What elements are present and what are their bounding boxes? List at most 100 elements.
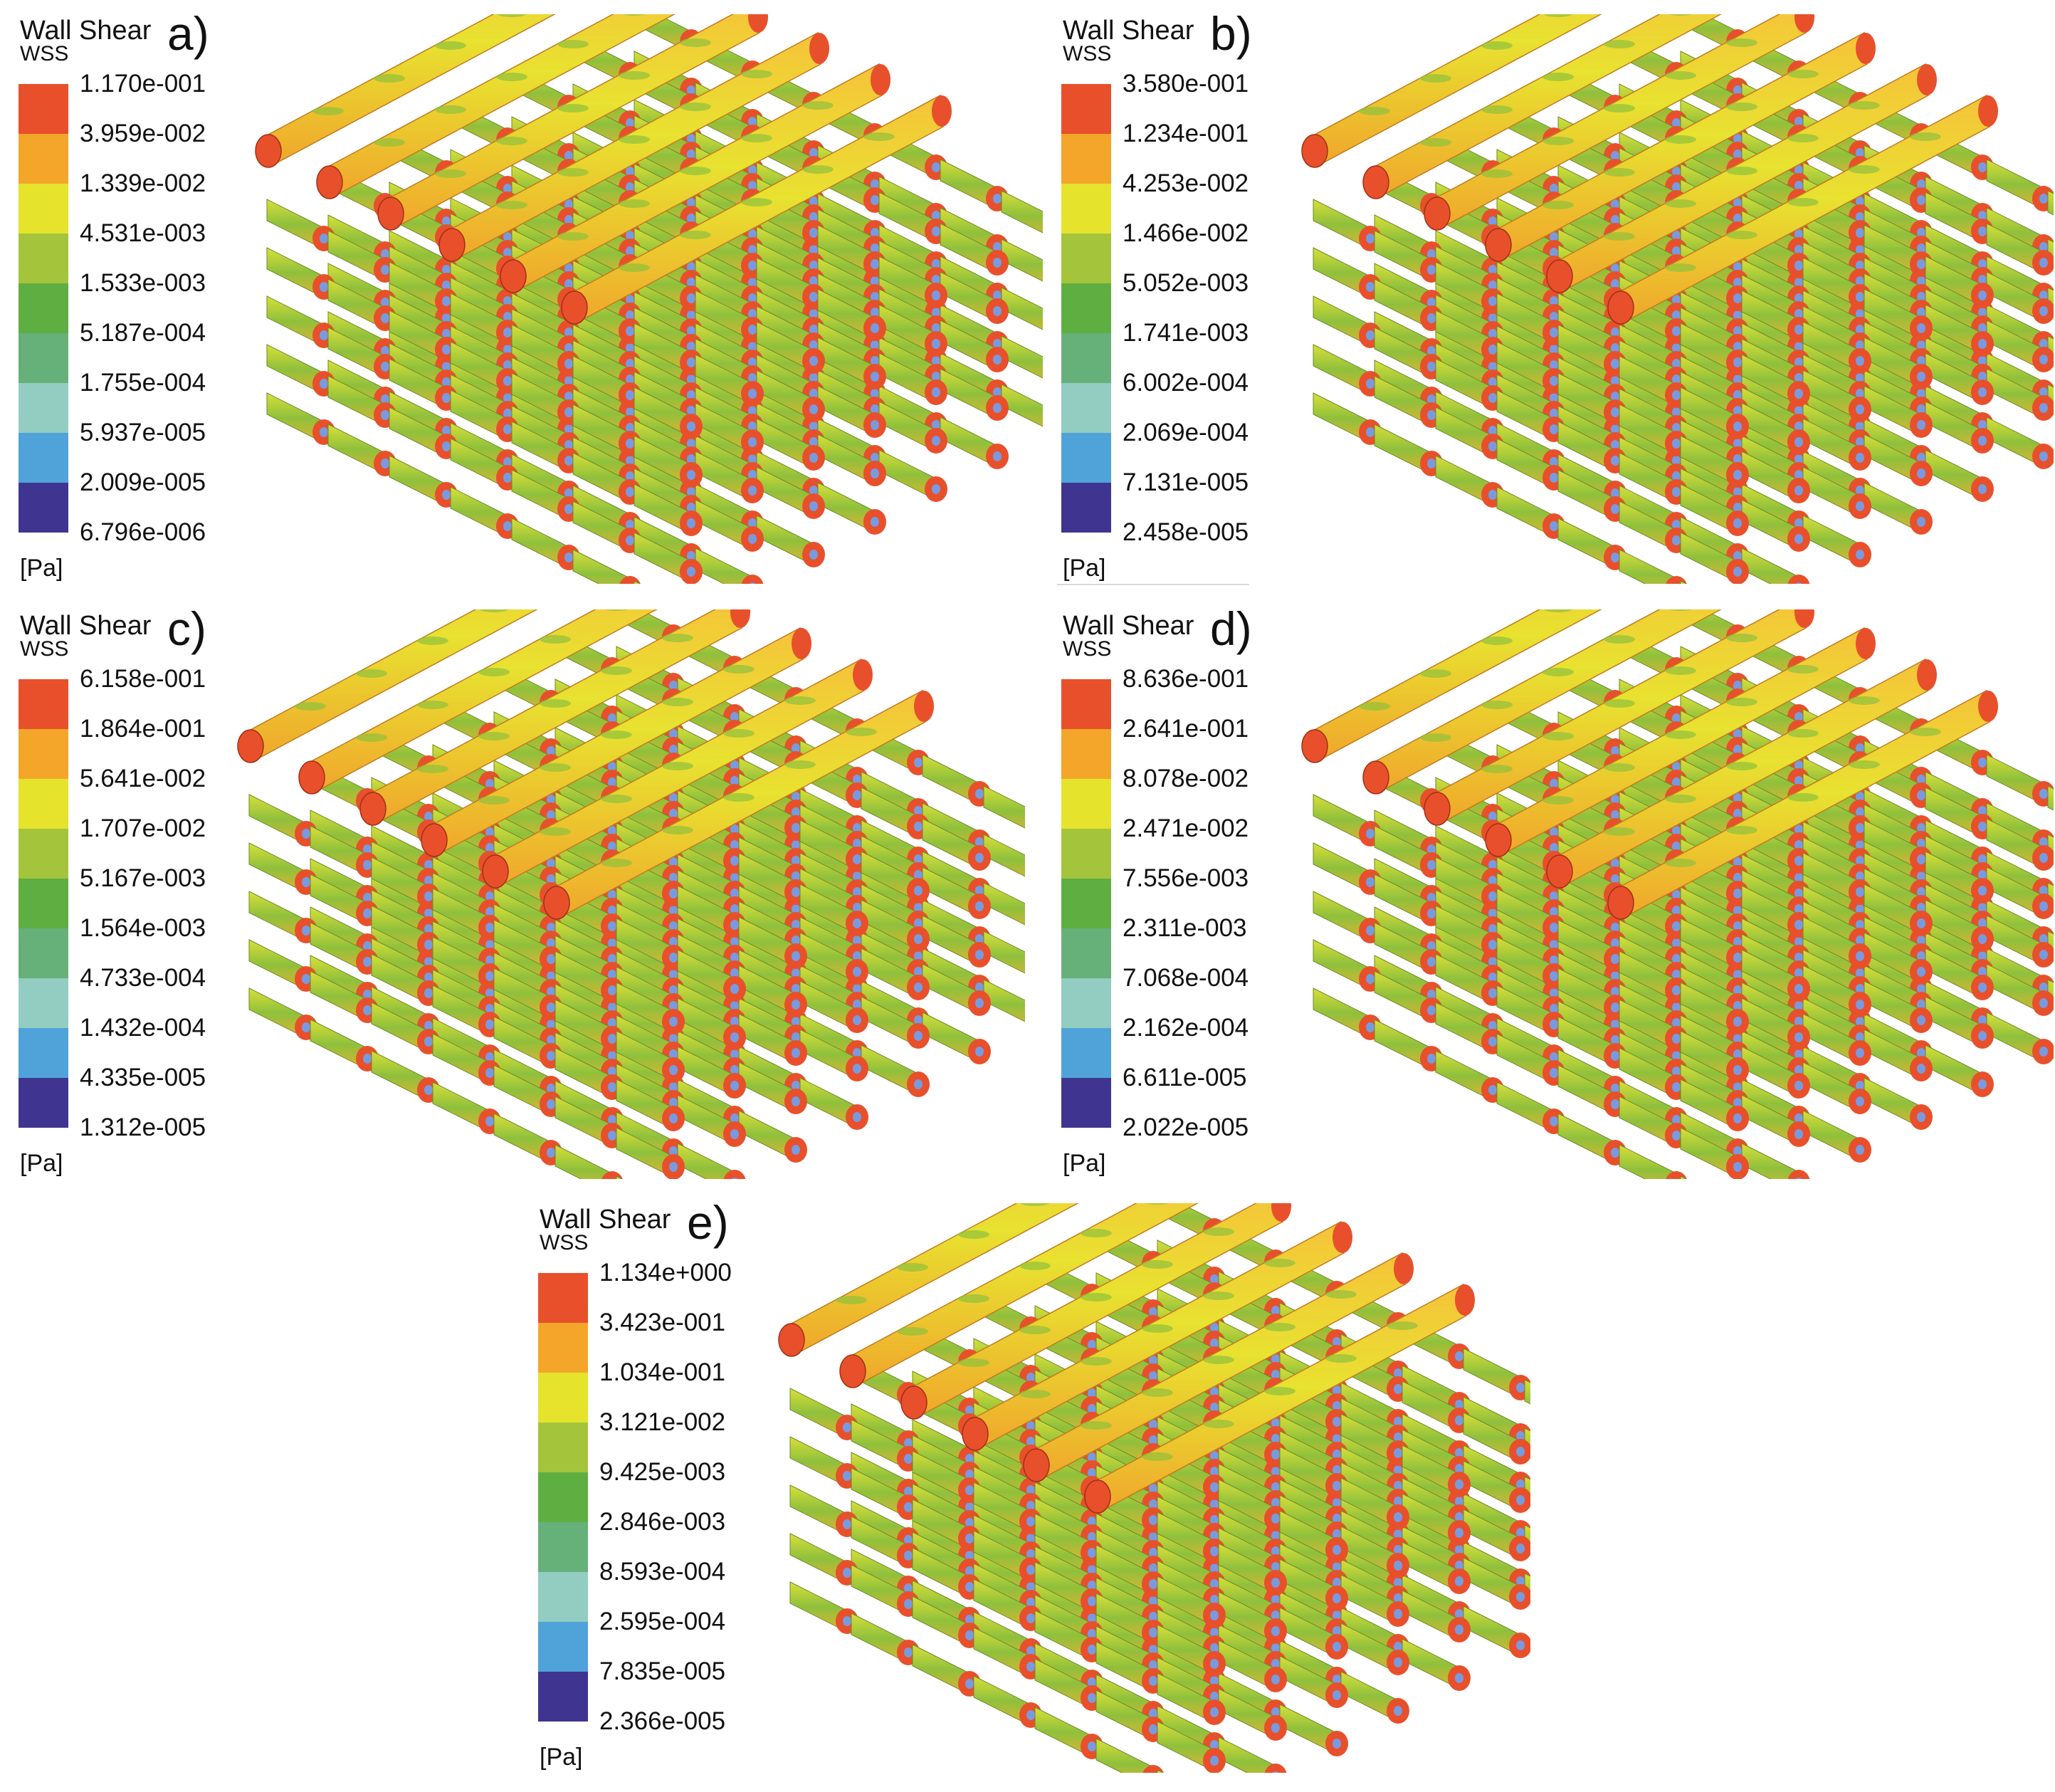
- wss-patch: [1604, 827, 1635, 836]
- color-segment: [1061, 433, 1111, 483]
- tick-label: 2.595e-004: [599, 1608, 726, 1635]
- strut: [677, 1094, 746, 1147]
- strut: [1802, 515, 1871, 567]
- wss-patch: [356, 733, 387, 742]
- tick-label: 2.311e-003: [1123, 914, 1247, 942]
- wss-patch: [496, 73, 527, 81]
- tick-label: 8.078e-002: [1123, 765, 1249, 792]
- strut: [789, 1484, 858, 1537]
- tick-label: 6.158e-001: [80, 665, 206, 693]
- wss-patch: [958, 1358, 989, 1367]
- wss-patch: [417, 701, 448, 709]
- wss-patch: [478, 668, 510, 676]
- wss-patch: [619, 199, 650, 208]
- tick-label: 4.253e-002: [1123, 169, 1249, 197]
- strut: [1925, 401, 1994, 454]
- panel-label: d): [1210, 602, 1252, 655]
- strut: [738, 916, 807, 969]
- strut: [2047, 785, 2054, 811]
- strut: [1340, 1623, 1409, 1675]
- strut: [634, 387, 703, 439]
- panel-label: a): [167, 7, 209, 60]
- strut: [1864, 932, 1933, 985]
- strut: [1279, 1558, 1348, 1611]
- color-segment: [538, 1273, 588, 1323]
- top-rod: [359, 609, 750, 826]
- tick-label: 7.131e-005: [1123, 468, 1249, 496]
- wss-patch: [1081, 1293, 1112, 1301]
- strut: [817, 337, 886, 389]
- strut: [1313, 987, 1382, 1040]
- strut: [817, 385, 886, 438]
- wss-patch: [1604, 699, 1635, 708]
- strut: [940, 368, 1009, 421]
- color-segment: [1061, 779, 1111, 829]
- top-rod: [778, 1203, 1079, 1357]
- strut: [1496, 1081, 1565, 1134]
- wss-patch: [1849, 696, 1880, 705]
- wss-patch: [802, 101, 834, 110]
- tick-label: 1.564e-003: [80, 914, 206, 942]
- strut: [1680, 483, 1749, 536]
- wss-patch: [1787, 665, 1819, 674]
- strut: [789, 1581, 858, 1634]
- wss-patch: [1420, 138, 1451, 147]
- strut: [310, 1019, 379, 1071]
- wss-patch: [417, 636, 448, 645]
- wss-patch: [601, 666, 632, 675]
- strut: [1802, 418, 1871, 471]
- top-rod: [1607, 689, 1998, 920]
- wss-patch: [1787, 70, 1819, 78]
- wss-patch: [1145, 1203, 1170, 1205]
- wss-patch: [417, 765, 448, 773]
- wss-patch: [1481, 105, 1513, 114]
- strut: [878, 256, 947, 308]
- strut: [634, 483, 703, 536]
- wss-patch: [1325, 1354, 1357, 1363]
- wss-patch: [1787, 729, 1819, 738]
- tick-label: 9.425e-003: [599, 1458, 726, 1486]
- strut: [248, 842, 317, 895]
- wss-patch: [1665, 71, 1696, 80]
- strut: [266, 295, 335, 348]
- strut: [1802, 466, 1871, 519]
- strut: [1925, 256, 1994, 308]
- wss-patch: [1020, 1203, 1050, 1206]
- strut: [1680, 532, 1749, 584]
- wss-patch: [601, 795, 632, 803]
- wss-patch: [1787, 793, 1819, 802]
- wss-patch: [1542, 668, 1574, 676]
- top-rod: [1424, 14, 1814, 231]
- strut: [1925, 304, 1994, 357]
- strut: [756, 418, 825, 471]
- strut: [1986, 754, 2054, 807]
- strut: [493, 1113, 562, 1165]
- wss-patch: [680, 103, 711, 111]
- top-rod: [1546, 63, 1937, 293]
- color-segment: [19, 829, 68, 879]
- strut: [1680, 1175, 1688, 1179]
- scaffold-render: [1301, 609, 2054, 1179]
- color-segment: [1061, 1028, 1111, 1078]
- wss-patch: [1542, 73, 1574, 81]
- wss-patch: [356, 669, 387, 678]
- wss-patch: [1203, 1420, 1234, 1428]
- color-segment: [538, 1373, 588, 1422]
- wss-patch: [1359, 702, 1390, 711]
- strut: [1374, 424, 1443, 476]
- tick-label: 2.162e-004: [1123, 1014, 1249, 1042]
- strut: [912, 1644, 981, 1697]
- color-segment: [1061, 978, 1111, 1028]
- color-segment: [1061, 333, 1111, 383]
- strut: [266, 247, 335, 300]
- strut: [695, 354, 764, 407]
- wss-patch: [1726, 634, 1757, 642]
- strut: [248, 794, 317, 847]
- wss-patch: [723, 729, 755, 738]
- strut: [1313, 199, 1382, 251]
- strut: [789, 1436, 858, 1489]
- colorbar-legend: Wall Shear WSS d) 8.636e-001 2.641e-001 8.…: [1057, 605, 1299, 1179]
- top-rod: [316, 14, 676, 199]
- panel-a: Wall Shear WSS a) 1.170e-001 3.959e-002 1.…: [14, 10, 1053, 591]
- strut: [817, 288, 886, 341]
